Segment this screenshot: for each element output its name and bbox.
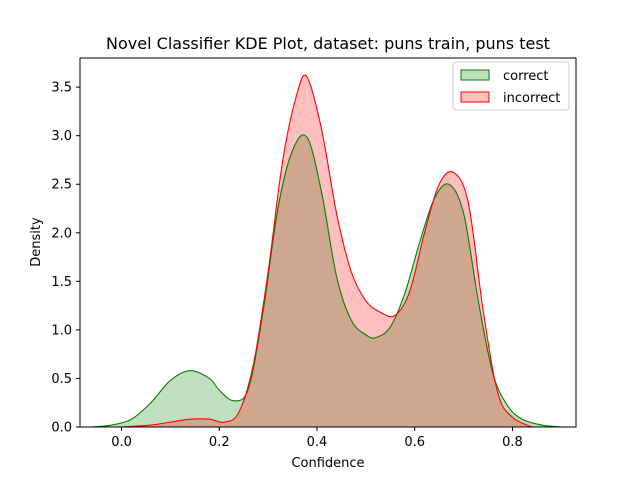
series-lines	[92, 74, 562, 428]
plot-area	[92, 74, 562, 428]
y-tick-label: 3.0	[51, 129, 72, 144]
legend-label-correct: correct	[503, 69, 549, 84]
x-tick-label: 0.2	[209, 435, 230, 450]
y-tick-label: 2.5	[51, 178, 72, 193]
chart-title: Novel Classifier KDE Plot, dataset: puns…	[106, 34, 550, 53]
legend-swatch-correct	[460, 69, 490, 81]
series-fills	[92, 75, 562, 428]
x-tick-label: 0.8	[502, 435, 523, 450]
y-tick-label: 3.5	[51, 81, 72, 96]
x-tick-label: 0.0	[111, 435, 132, 450]
x-tick-label: 0.4	[307, 435, 328, 450]
legend: correct incorrect	[452, 61, 570, 111]
legend-label-incorrect: incorrect	[503, 91, 560, 106]
y-axis-label: Density	[29, 217, 44, 267]
y-tick-label: 2.0	[51, 226, 72, 241]
legend-box	[452, 61, 570, 111]
kde-fill-correct	[92, 134, 562, 427]
legend-swatch-incorrect	[460, 91, 490, 103]
kde-fill-incorrect	[121, 75, 533, 428]
kde-line-correct	[92, 134, 562, 428]
x-tick-label: 0.6	[404, 435, 425, 450]
y-tick-label: 0.5	[51, 372, 72, 387]
kde-line-incorrect	[121, 74, 533, 428]
x-axis-label: Confidence	[291, 456, 364, 471]
y-tick-label: 1.5	[51, 275, 72, 290]
y-tick-label: 0.0	[51, 421, 72, 436]
axes-frame	[79, 57, 577, 428]
axes: 0.0 0.2 0.4 0.6 0.8 0.0 0.5 1.0 1.5 2.0 2.5 3.0 3.5	[51, 81, 523, 450]
y-tick-label: 1.0	[51, 323, 72, 338]
